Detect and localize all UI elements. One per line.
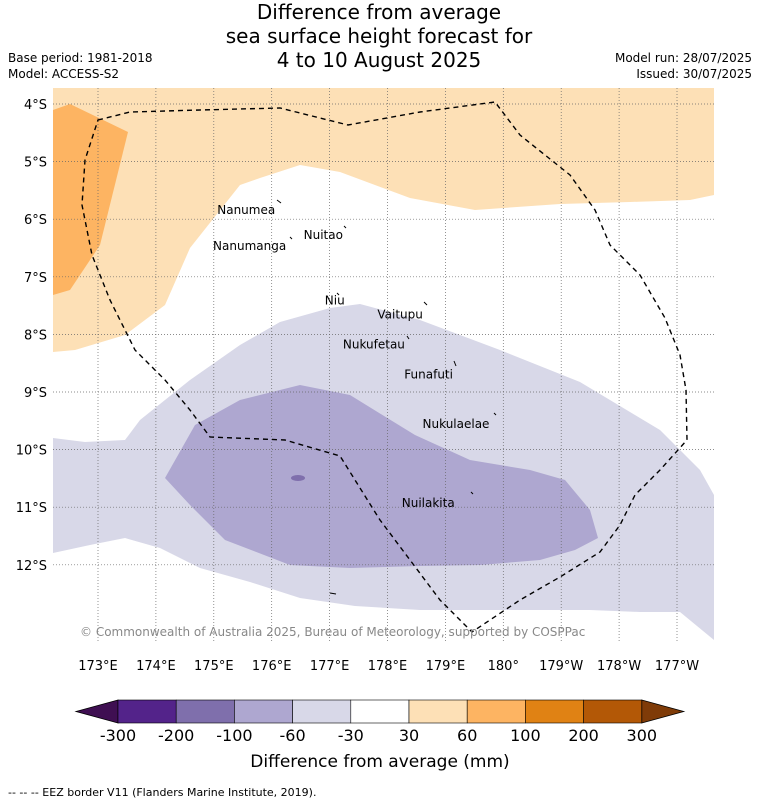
colorbar-extend-low <box>74 699 119 724</box>
latitude-tick-label: 8°S <box>24 328 47 343</box>
colorbar-segment <box>525 699 584 724</box>
title-line-1: Difference from average <box>256 0 502 24</box>
colorbar-label: Difference from average (mm) <box>250 752 509 772</box>
colorbar-tick-label: -300 <box>100 726 136 745</box>
colorbar-segment <box>408 699 468 724</box>
longitude-tick-label: 178°W <box>597 659 641 674</box>
place-label: Nukufetau <box>343 337 405 351</box>
meta-left: Base period: 1981-2018 Model: ACCESS-S2 <box>8 50 153 82</box>
colorbar: -300 -200 -100 -60 -30 30 60 100 200 300 <box>74 699 686 745</box>
place-label: Nanumea <box>217 203 275 217</box>
longitude-tick-label: 174°E <box>136 659 176 674</box>
island-mark <box>453 360 457 367</box>
colorbar-tick-label: 30 <box>399 726 419 745</box>
issued-date: Issued: 30/07/2025 <box>636 67 752 81</box>
anomaly-band-neg100-neg200 <box>291 475 305 481</box>
anomaly-band-60-100 <box>53 104 128 295</box>
island-mark <box>329 592 337 595</box>
longitude-tick-label: 173°E <box>78 659 118 674</box>
colorbar-tick-label: 100 <box>510 726 541 745</box>
anomaly-band-30-60 <box>53 88 714 352</box>
latitude-tick-label: 11°S <box>16 501 47 516</box>
longitude-tick-label: 176°E <box>252 659 292 674</box>
gridlines <box>53 88 714 642</box>
colorbar-tick-label: 300 <box>627 726 658 745</box>
latitude-tick-label: 10°S <box>16 444 47 459</box>
colorbar-tick-label: -100 <box>216 726 252 745</box>
colorbar-segment <box>234 699 293 724</box>
eez-border <box>81 101 688 633</box>
latitude-tick-label: 12°S <box>16 559 47 574</box>
island-mark <box>423 301 428 306</box>
latitude-tick-label: 5°S <box>24 156 47 171</box>
latitude-tick-label: 4°S <box>24 98 47 113</box>
latitude-labels: 4°S 5°S 6°S 7°S 8°S 9°S 10°S 11°S 12°S <box>16 98 47 574</box>
title-line-3: 4 to 10 August 2025 <box>276 48 482 72</box>
island-mark <box>406 335 410 340</box>
colorbar-segment <box>583 699 643 724</box>
meta-right: Model run: 28/07/2025 Issued: 30/07/2025 <box>615 50 752 82</box>
island-mark <box>470 491 474 495</box>
eez-border-legend: -- -- -- EEZ border V11 (Flanders Marine… <box>8 786 317 799</box>
anomaly-band-neg60-neg100 <box>165 385 598 568</box>
islands <box>276 199 497 595</box>
latitude-tick-label: 7°S <box>24 271 47 286</box>
colorbar-tick-label: -30 <box>338 726 364 745</box>
place-label: Nukulaelae <box>423 417 490 431</box>
place-labels: Nanumea Nuitao Nanumanga Niu Vaitupu Nukufeta… <box>213 203 489 510</box>
colorbar-segment <box>350 699 410 724</box>
latitude-tick-label: 6°S <box>24 213 47 228</box>
island-mark <box>336 292 340 296</box>
map-title: Difference from average sea surface heig… <box>0 0 758 72</box>
plot-area: Nanumea Nuitao Nanumanga Niu Vaitupu Nukufeta… <box>53 88 714 642</box>
colorbar-tick-label: 200 <box>568 726 599 745</box>
place-label: Funafuti <box>404 367 453 381</box>
model-run: Model run: 28/07/2025 <box>614 51 752 65</box>
colorbar-tick-label: 60 <box>457 726 477 745</box>
longitude-tick-label: 178°E <box>368 659 408 674</box>
model-name: Model: ACCESS-S2 <box>8 67 120 81</box>
colorbar-segment <box>466 699 526 724</box>
longitude-tick-label: 179°W <box>539 659 583 674</box>
island-mark <box>289 236 293 240</box>
colorbar-segment <box>292 699 352 724</box>
colorbar-segment <box>175 699 235 724</box>
colorbar-extend-high <box>641 699 686 724</box>
title-line-2: sea surface height forecast for <box>225 24 533 48</box>
copyright-notice: © Commonwealth of Australia 2025, Bureau… <box>80 625 585 639</box>
longitude-tick-label: 175°E <box>194 659 234 674</box>
colorbar-tick-label: -60 <box>280 726 306 745</box>
longitude-labels: 173°E 174°E 175°E 176°E 177°E 178°E 179°E 180° 1… <box>78 659 699 674</box>
place-label: Niu <box>325 294 345 308</box>
longitude-tick-label: 177°W <box>655 659 699 674</box>
island-mark <box>276 199 282 204</box>
place-label: Nuitao <box>304 228 343 242</box>
longitude-tick-label: 180° <box>488 659 519 674</box>
island-mark <box>493 412 497 416</box>
longitude-tick-label: 179°E <box>426 659 466 674</box>
place-label: Nuilakita <box>402 496 455 510</box>
place-label: Vaitupu <box>377 307 423 321</box>
base-period: Base period: 1981-2018 <box>8 51 153 65</box>
colorbar-tick-label: -200 <box>158 726 194 745</box>
colorbar-segment <box>117 699 177 724</box>
place-label: Nanumanga <box>213 239 286 253</box>
latitude-tick-label: 9°S <box>24 386 47 401</box>
longitude-tick-label: 177°E <box>310 659 350 674</box>
island-mark <box>343 225 347 229</box>
